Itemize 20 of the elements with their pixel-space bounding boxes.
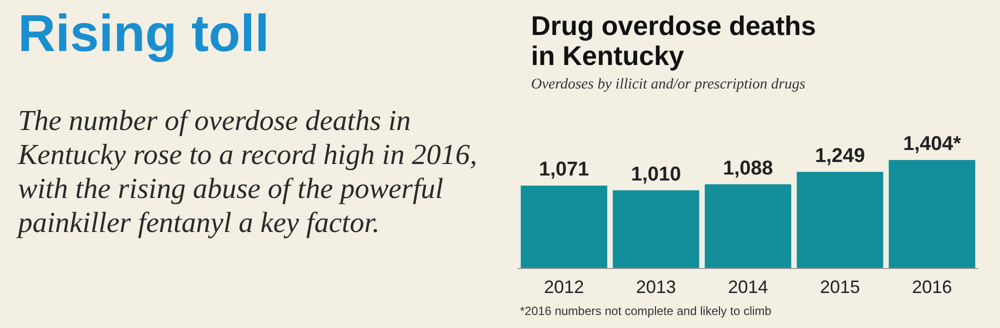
bar [796,172,884,268]
bar [612,190,700,268]
chart-title: Drug overdose deaths in Kentucky [531,11,824,71]
data-label: 1,071 [538,158,590,181]
chart-subtitle: Overdoses by illicit and/or prescription drugs [531,76,806,92]
text: The number of overdose deaths in Kentucky rose to a record high in 2016, with the rising abuse of the powerful painkiller fentanyl a key factor. [18,104,478,240]
x-tick-label: 2012 [544,277,584,297]
x-tick-label: 2014 [728,277,768,297]
data-label: 1,404* [903,133,962,155]
data-label: 1,010 [630,163,682,186]
x-tick-label: 2016 [912,277,952,297]
text: Rising toll [18,4,270,64]
text: *2016 numbers not complete and likely to climb [520,304,772,318]
x-tick-label: 2013 [636,277,676,297]
data-label: 1,249 [814,144,866,167]
bar [520,186,608,268]
bar [704,184,792,268]
bar [888,160,976,268]
data-label: 1,088 [722,157,774,180]
x-tick-label: 2015 [820,277,860,297]
